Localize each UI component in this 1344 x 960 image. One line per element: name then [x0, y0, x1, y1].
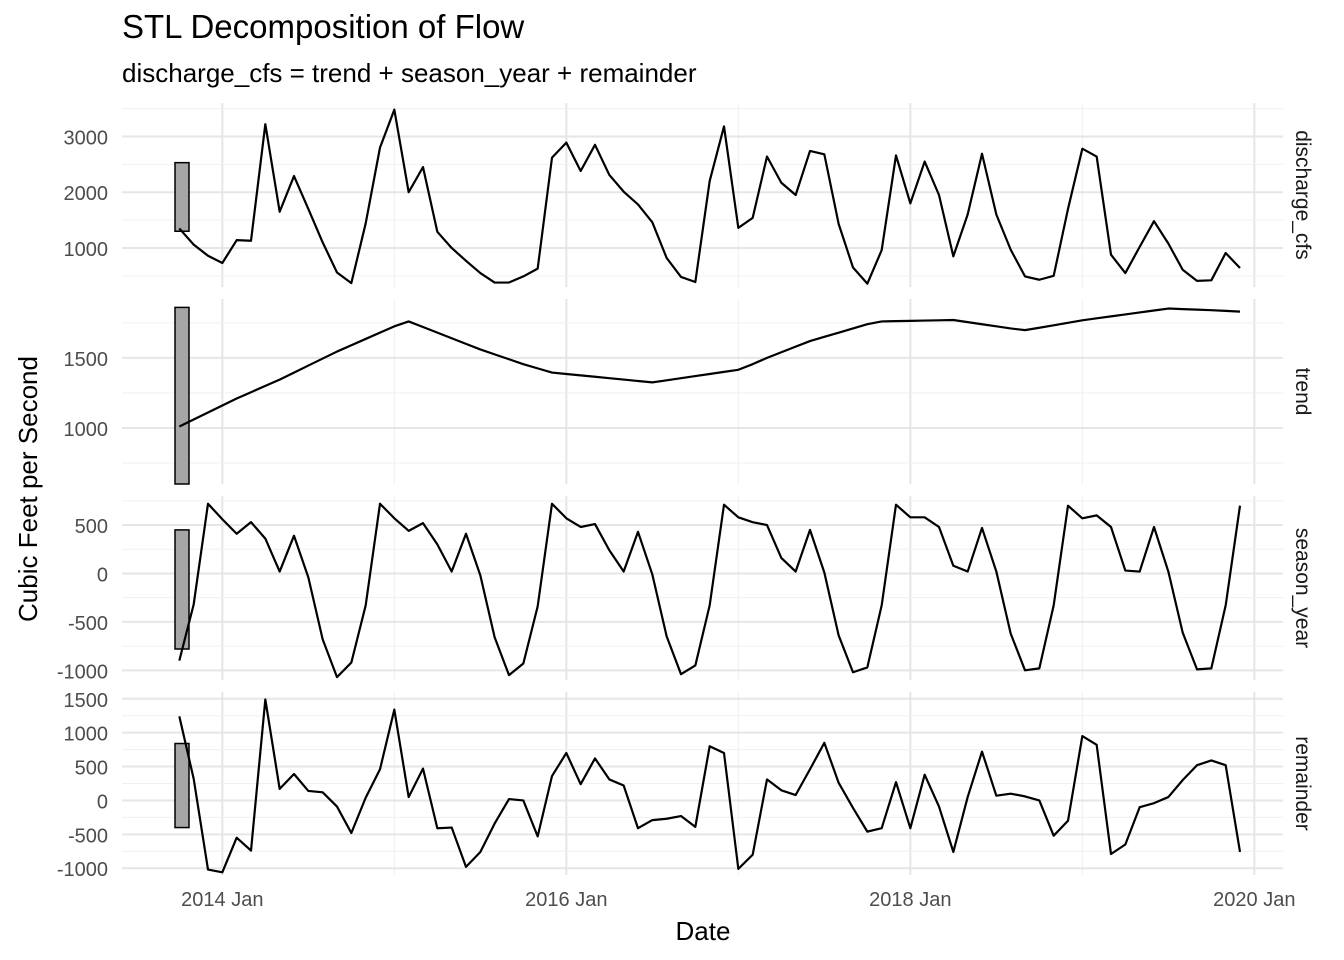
series-line-discharge_cfs — [178, 108, 1241, 285]
y-tick-label: 0 — [97, 791, 108, 813]
y-tick-label: -500 — [68, 613, 108, 635]
x-tick-label: 2014 Jan — [181, 889, 263, 911]
y-tick-label: 1000 — [64, 724, 109, 746]
series-line-remainder — [178, 698, 1242, 874]
series-line-season_year — [178, 502, 1242, 679]
y-tick-label: -1000 — [57, 859, 108, 881]
y-axis-title: Cubic Feet per Second — [13, 356, 43, 622]
y-tick-label: 1000 — [64, 419, 109, 441]
range-bar — [174, 161, 190, 232]
y-tick-label: 3000 — [64, 127, 109, 149]
y-tick-label: 1500 — [64, 690, 109, 712]
chart-title: STL Decomposition of Flow — [122, 8, 525, 45]
series-line-trend — [178, 307, 1241, 428]
y-tick-label: 0 — [97, 564, 108, 586]
x-tick-label: 2018 Jan — [869, 889, 951, 911]
range-bar — [174, 306, 190, 485]
range-bar — [174, 742, 190, 829]
y-tick-label: -1000 — [57, 661, 108, 683]
x-tick-label: 2016 Jan — [525, 889, 607, 911]
facet-strip-label: discharge_cfs — [1291, 130, 1314, 260]
y-tick-label: 1000 — [64, 239, 109, 261]
y-tick-label: 500 — [75, 758, 108, 780]
chart-subtitle: discharge_cfs = trend + season_year + re… — [122, 58, 697, 88]
facet-strip-label: remainder — [1291, 736, 1314, 831]
facet-strip-label: trend — [1291, 368, 1314, 416]
x-axis-title: Date — [676, 916, 731, 946]
y-tick-label: 500 — [75, 516, 108, 538]
x-tick-label: 2020 Jan — [1213, 889, 1295, 911]
facet-strip-label: season_year — [1291, 528, 1314, 648]
y-tick-label: -500 — [68, 825, 108, 847]
y-tick-label: 1500 — [64, 349, 109, 371]
y-tick-label: 2000 — [64, 183, 109, 205]
